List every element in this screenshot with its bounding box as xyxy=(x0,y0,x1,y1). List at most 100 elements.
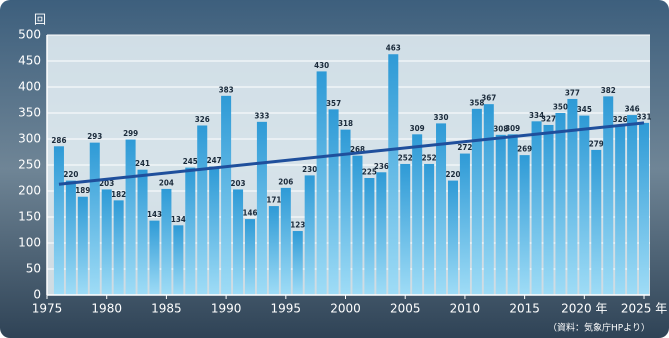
value-label: 299 xyxy=(123,129,138,138)
value-label: 331 xyxy=(637,112,652,121)
bar xyxy=(352,155,363,295)
value-label: 345 xyxy=(577,105,592,114)
bar xyxy=(256,121,267,295)
value-label: 182 xyxy=(111,190,126,199)
bar xyxy=(603,96,614,295)
bar xyxy=(113,200,124,295)
value-label: 171 xyxy=(266,196,281,205)
value-label: 326 xyxy=(613,115,628,124)
bar xyxy=(447,180,458,295)
bar xyxy=(89,142,100,295)
x-tick-label: 1995 xyxy=(271,302,302,316)
bar xyxy=(495,134,506,295)
value-label: 318 xyxy=(338,119,353,128)
value-label: 203 xyxy=(231,179,246,188)
x-tick-label: 1975 xyxy=(32,302,63,316)
value-label: 367 xyxy=(481,94,496,103)
bar xyxy=(364,178,375,295)
value-label: 382 xyxy=(601,86,616,95)
bar xyxy=(233,189,244,295)
y-tick-label: 100 xyxy=(18,236,41,250)
value-label: 245 xyxy=(183,157,198,166)
value-label: 333 xyxy=(254,111,269,120)
bar xyxy=(197,125,208,295)
y-tick-label: 500 xyxy=(18,28,41,42)
x-tick-label: 2000 xyxy=(330,302,361,316)
bar xyxy=(507,134,518,295)
value-label: 220 xyxy=(63,170,78,179)
bar xyxy=(209,166,220,295)
bar xyxy=(483,104,494,295)
value-label: 230 xyxy=(302,165,317,174)
bar xyxy=(328,109,339,295)
bar xyxy=(77,196,88,295)
x-tick-label: 2005 xyxy=(390,302,421,316)
bar xyxy=(149,220,160,295)
y-tick-label: 300 xyxy=(18,132,41,146)
y-tick-label: 50 xyxy=(26,262,41,276)
bar xyxy=(436,123,447,296)
bar xyxy=(161,188,172,295)
x-tick-label: 1980 xyxy=(91,302,122,316)
bar xyxy=(471,108,482,295)
value-label: 220 xyxy=(445,170,460,179)
y-tick-label: 250 xyxy=(18,158,41,172)
bar xyxy=(543,124,554,296)
bar xyxy=(244,219,256,295)
bar xyxy=(412,134,423,295)
bar xyxy=(185,167,196,295)
bar xyxy=(376,172,387,295)
bar xyxy=(53,146,64,295)
value-label: 463 xyxy=(386,44,401,53)
value-label: 268 xyxy=(350,145,365,154)
y-tick-label: 350 xyxy=(18,106,41,120)
value-label: 203 xyxy=(99,179,114,188)
value-label: 309 xyxy=(505,124,520,133)
bar xyxy=(639,122,650,295)
value-label: 206 xyxy=(278,177,293,186)
value-label: 279 xyxy=(589,139,604,148)
value-label: 247 xyxy=(207,156,222,165)
bar xyxy=(519,155,530,295)
bar xyxy=(316,71,327,296)
value-label: 225 xyxy=(362,168,377,177)
y-tick-label: 0 xyxy=(33,288,41,302)
value-label: 236 xyxy=(374,162,389,171)
bar xyxy=(268,206,279,295)
value-label: 377 xyxy=(565,88,580,97)
value-label: 134 xyxy=(171,215,186,224)
bar xyxy=(221,95,232,295)
value-label: 189 xyxy=(75,186,90,195)
bar xyxy=(292,231,303,295)
value-label: 204 xyxy=(159,178,174,187)
x-tick-label: 2010 xyxy=(450,302,481,316)
x-tick-label: 2015 xyxy=(509,302,540,316)
value-label: 146 xyxy=(242,209,257,218)
y-tick-label: 400 xyxy=(18,80,41,94)
bar xyxy=(388,54,399,295)
x-tick-label: 2025 年 xyxy=(621,302,667,316)
value-label: 358 xyxy=(469,98,484,107)
value-label: 252 xyxy=(398,153,413,162)
value-label: 334 xyxy=(529,111,544,120)
bar xyxy=(340,129,351,295)
bar xyxy=(591,149,602,295)
value-label: 327 xyxy=(541,114,556,123)
value-label: 123 xyxy=(290,221,305,230)
bar xyxy=(567,98,578,296)
x-tick-label: 1990 xyxy=(211,302,242,316)
y-tick-label: 450 xyxy=(18,54,41,68)
bar xyxy=(280,187,291,295)
bar xyxy=(555,113,566,295)
value-label: 252 xyxy=(422,153,437,162)
value-label: 383 xyxy=(219,85,234,94)
bar xyxy=(424,163,435,295)
bar xyxy=(125,139,136,295)
y-tick-label: 150 xyxy=(18,210,41,224)
value-label: 286 xyxy=(51,136,66,145)
value-label: 330 xyxy=(434,113,449,122)
bar xyxy=(173,225,184,295)
x-tick-label: 1985 xyxy=(151,302,182,316)
bar xyxy=(137,169,148,295)
bar xyxy=(615,125,626,295)
